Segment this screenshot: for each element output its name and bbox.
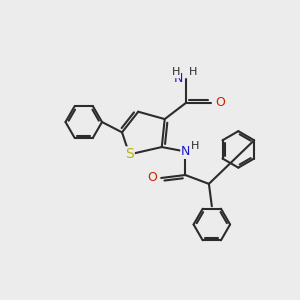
Text: N: N xyxy=(174,72,184,85)
Text: O: O xyxy=(215,96,225,110)
Text: O: O xyxy=(147,172,157,184)
Text: H: H xyxy=(189,67,197,77)
Text: N: N xyxy=(181,145,190,158)
Text: H: H xyxy=(171,67,180,77)
Text: S: S xyxy=(125,147,134,161)
Text: H: H xyxy=(190,141,199,151)
